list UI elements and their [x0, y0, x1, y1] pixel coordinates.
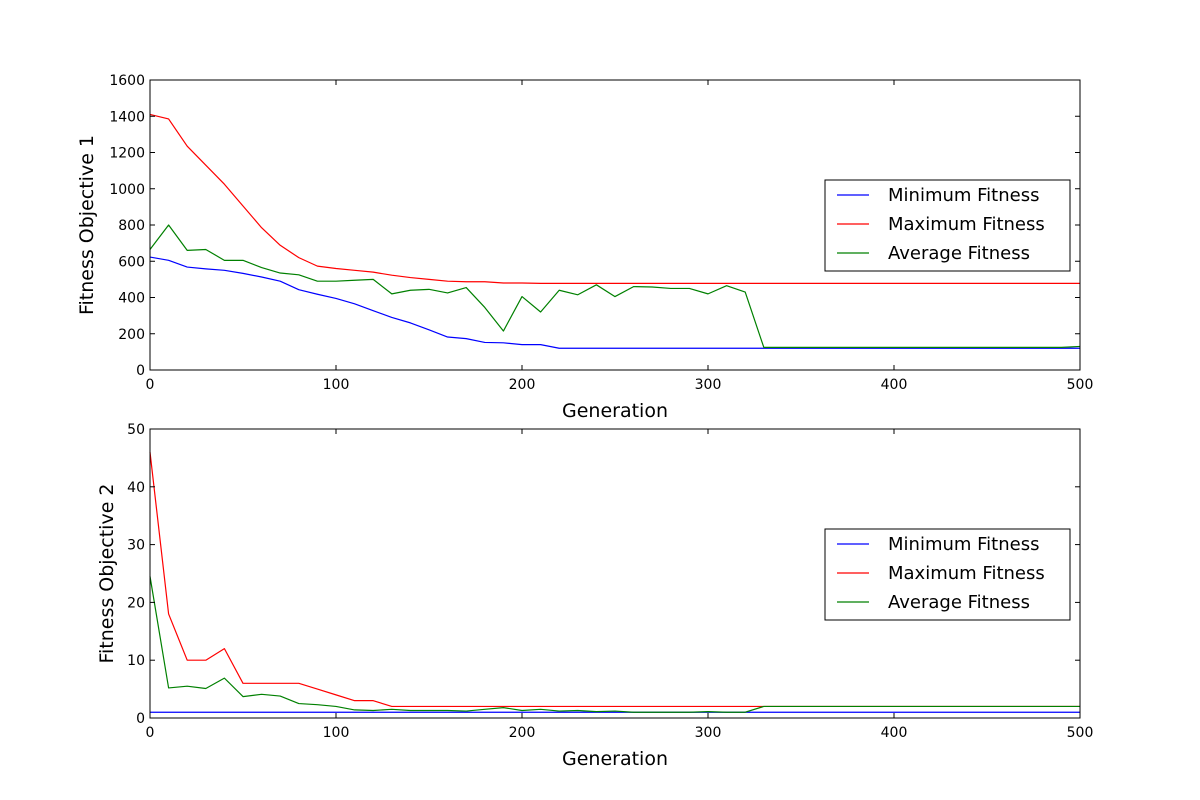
- legend-label: Average Fitness: [888, 243, 1030, 264]
- y-tick-label: 20: [127, 595, 145, 611]
- y-tick-label: 1600: [109, 73, 145, 89]
- y-tick-label: 30: [127, 538, 145, 554]
- legend: Minimum Fitness Maximum Fitness Average Fi…: [824, 179, 1071, 272]
- x-tick-label: 400: [881, 377, 908, 393]
- legend-label: Minimum Fitness: [888, 185, 1039, 206]
- y-tick-label: 1200: [109, 146, 145, 162]
- legend-label: Minimum Fitness: [888, 534, 1039, 555]
- legend-label: Maximum Fitness: [888, 563, 1045, 584]
- y-tick-label: 400: [118, 291, 145, 307]
- x-tick-label: 500: [1067, 725, 1094, 741]
- y-tick-label: 40: [127, 480, 145, 496]
- x-tick-label: 100: [323, 725, 350, 741]
- x-tick-label: 500: [1067, 377, 1094, 393]
- x-tick-label: 100: [323, 377, 350, 393]
- y-axis-label: Fitness Objective 1: [76, 135, 98, 315]
- series-line-average-fitness: [149, 576, 1080, 713]
- x-axis-label: Generation: [562, 748, 668, 770]
- x-tick-label: 0: [146, 377, 155, 393]
- x-axis-label: Generation: [562, 400, 668, 422]
- y-tick-label: 1000: [109, 182, 145, 198]
- y-tick-label: 1400: [109, 109, 145, 125]
- series-line-minimum-fitness: [149, 256, 1080, 349]
- series-line-maximum-fitness: [149, 113, 1080, 284]
- y-tick-label: 600: [118, 254, 145, 270]
- x-tick-label: 0: [146, 725, 155, 741]
- y-tick-label: 0: [136, 711, 145, 727]
- legend-label: Average Fitness: [888, 592, 1030, 613]
- legend-label: Maximum Fitness: [888, 214, 1045, 235]
- chart-fitness-objective-2: 0 100 200 300 400 500 0 10 20 30 40 50 Generation Fit…: [96, 422, 1093, 770]
- legend: Minimum Fitness Maximum Fitness Average Fi…: [824, 528, 1071, 621]
- y-tick-label: 800: [118, 218, 145, 234]
- plot-frame: [149, 428, 1081, 719]
- x-tick-label: 200: [509, 725, 536, 741]
- y-tick-label: 0: [136, 363, 145, 379]
- x-tick-label: 400: [881, 725, 908, 741]
- y-tick-label: 10: [127, 653, 145, 669]
- y-axis-label: Fitness Objective 2: [96, 483, 118, 663]
- chart-fitness-objective-1: 0 100 200 300 400 500 0 200 400 600 800 1000 1200 140…: [76, 73, 1093, 422]
- x-tick-label: 200: [509, 377, 536, 393]
- x-tick-label: 300: [695, 377, 722, 393]
- y-tick-label: 200: [118, 327, 145, 343]
- series-line-average-fitness: [149, 224, 1081, 348]
- y-tick-label: 50: [127, 422, 145, 438]
- x-tick-label: 300: [695, 725, 722, 741]
